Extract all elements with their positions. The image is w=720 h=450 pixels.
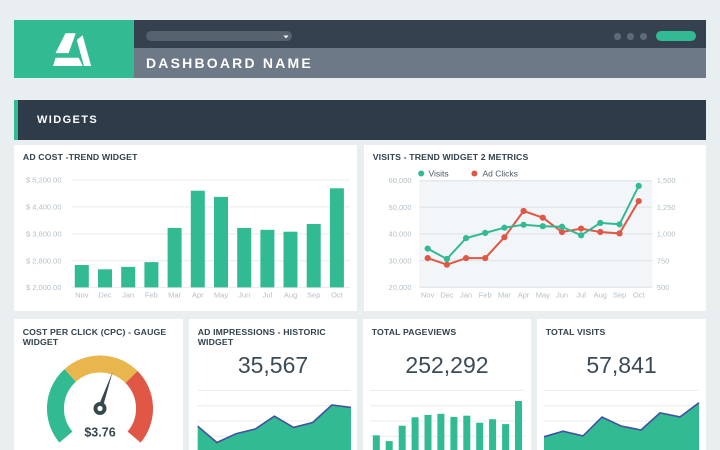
svg-text:May: May	[214, 291, 228, 300]
svg-text:Jan: Jan	[460, 291, 472, 300]
svg-text:Mar: Mar	[168, 291, 181, 300]
svg-text:$ 5,200.00: $ 5,200.00	[26, 176, 61, 185]
svg-text:Nov: Nov	[421, 291, 435, 300]
svg-text:Apr: Apr	[518, 291, 530, 300]
svg-text:750: 750	[657, 256, 670, 265]
svg-text:Sep: Sep	[613, 291, 626, 300]
svg-text:1,250: 1,250	[657, 203, 676, 212]
svg-text:Dec: Dec	[98, 291, 112, 300]
svg-text:Feb: Feb	[479, 291, 492, 300]
svg-text:$ 4,400.00: $ 4,400.00	[26, 203, 61, 212]
svg-text:$ 2,800.00: $ 2,800.00	[26, 256, 61, 265]
svg-text:May: May	[536, 291, 550, 300]
svg-text:30,000: 30,000	[389, 256, 412, 265]
svg-text:$ 3,600.00: $ 3,600.00	[26, 230, 61, 239]
svg-text:Mar: Mar	[498, 291, 511, 300]
svg-text:Jan: Jan	[122, 291, 134, 300]
svg-text:20,000: 20,000	[389, 283, 412, 292]
svg-text:Aug: Aug	[594, 291, 607, 300]
svg-text:Jun: Jun	[238, 291, 250, 300]
svg-text:Nov: Nov	[75, 291, 89, 300]
svg-text:Apr: Apr	[192, 291, 204, 300]
svg-text:Jul: Jul	[576, 291, 586, 300]
svg-text:Feb: Feb	[145, 291, 158, 300]
svg-text:60,000: 60,000	[389, 176, 412, 185]
svg-text:Sep: Sep	[307, 291, 320, 300]
svg-text:Dec: Dec	[440, 291, 454, 300]
svg-text:Jul: Jul	[263, 291, 273, 300]
svg-text:1,500: 1,500	[657, 176, 676, 185]
svg-text:Jun: Jun	[556, 291, 568, 300]
svg-text:$3.76: $3.76	[84, 426, 115, 440]
svg-text:40,000: 40,000	[389, 230, 412, 239]
svg-text:500: 500	[657, 283, 670, 292]
svg-text:1,000: 1,000	[657, 230, 676, 239]
svg-text:Visits: Visits	[429, 169, 449, 179]
svg-text:Ad Clicks: Ad Clicks	[483, 169, 518, 179]
svg-text:Oct: Oct	[633, 291, 646, 300]
svg-text:$ 2,000.00: $ 2,000.00	[26, 283, 61, 292]
svg-text:Oct: Oct	[331, 291, 344, 300]
svg-text:Aug: Aug	[284, 291, 297, 300]
svg-text:50,000: 50,000	[389, 203, 412, 212]
